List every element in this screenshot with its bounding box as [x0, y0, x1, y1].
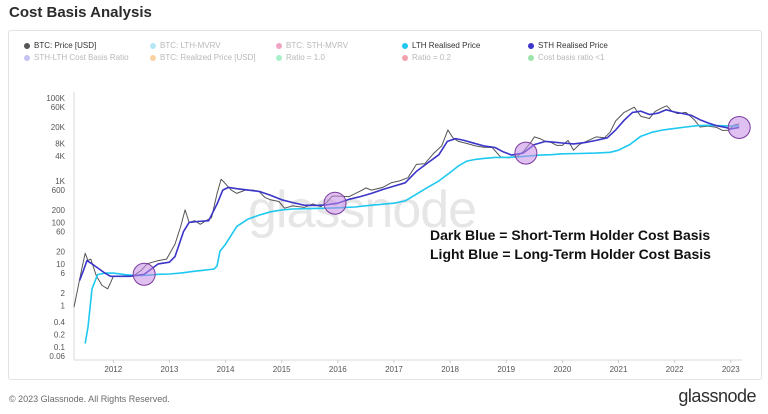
sth-realised-price-line [78, 109, 740, 281]
legend-label: STH-LTH Cost Basis Ratio [34, 53, 129, 62]
y-tick-label: 600 [52, 186, 66, 195]
y-tick-label: 20K [51, 123, 66, 132]
x-tick-label: 2023 [722, 365, 740, 374]
legend-label: BTC: LTH-MVRV [160, 41, 221, 50]
legend-swatch-icon [528, 54, 534, 61]
y-tick-label: 6 [61, 269, 66, 278]
legend-label: BTC: Price [USD] [34, 41, 97, 50]
legend-label: Ratio = 0.2 [412, 53, 451, 62]
chart-panel [8, 30, 762, 380]
legend-swatch-icon [402, 54, 408, 61]
highlight-circle [514, 141, 538, 165]
legend-item[interactable]: Ratio = 0.2 [402, 53, 451, 62]
y-tick-label: 10 [56, 260, 65, 269]
legend-item[interactable]: BTC: Price [USD] [24, 41, 96, 50]
legend-swatch-icon [150, 54, 156, 61]
y-tick-label: 1 [61, 301, 66, 310]
y-tick-label: 60K [51, 103, 66, 112]
legend-swatch-icon [276, 42, 282, 49]
y-tick-label: 1K [55, 177, 65, 186]
y-tick-label: 8K [55, 139, 65, 148]
lth-realised-price-line [84, 124, 740, 344]
copyright-text: © 2023 Glassnode. All Rights Reserved. [9, 394, 170, 404]
legend-label: BTC: STH-MVRV [286, 41, 349, 50]
legend-swatch-icon [528, 42, 534, 49]
y-tick-label: 60 [56, 228, 65, 237]
y-tick-label: 200 [52, 206, 66, 215]
x-tick-label: 2017 [385, 365, 403, 374]
x-tick-label: 2012 [104, 365, 122, 374]
legend-swatch-icon [276, 54, 282, 61]
legend-swatch-icon [402, 42, 408, 49]
legend-item[interactable]: BTC: STH-MVRV [276, 41, 348, 50]
legend-item[interactable]: STH-LTH Cost Basis Ratio [24, 53, 129, 62]
annotation-line-1: Dark Blue = Short-Term Holder Cost Basis [430, 227, 711, 243]
legend-swatch-icon [24, 54, 30, 61]
x-tick-label: 2021 [610, 365, 628, 374]
x-tick-label: 2015 [273, 365, 291, 374]
x-tick-label: 2014 [217, 365, 235, 374]
y-tick-label: 0.06 [49, 352, 65, 361]
annotation-line-2: Light Blue = Long-Term Holder Cost Basis [430, 246, 711, 262]
legend-label: Ratio = 1.0 [286, 53, 325, 62]
x-tick-label: 2020 [553, 365, 571, 374]
legend-item[interactable]: STH Realised Price [528, 41, 608, 50]
brand-logo[interactable]: glassnode [678, 386, 756, 406]
legend-item[interactable]: Cost basis ratio <1 [528, 53, 604, 62]
legend-item[interactable]: BTC: Realized Price [USD] [150, 53, 256, 62]
x-tick-label: 2013 [161, 365, 179, 374]
highlight-circle [323, 191, 347, 215]
y-tick-label: 2 [61, 289, 66, 298]
legend-item[interactable]: BTC: LTH-MVRV [150, 41, 221, 50]
y-tick-label: 20 [56, 247, 65, 256]
y-tick-label: 4K [55, 152, 65, 161]
x-tick-label: 2018 [441, 365, 459, 374]
legend-swatch-icon [24, 42, 30, 49]
y-tick-label: 0.1 [54, 343, 66, 352]
y-tick-label: 100 [52, 218, 66, 227]
legend-swatch-icon [150, 42, 156, 49]
y-tick-label: 0.2 [54, 330, 66, 339]
y-tick-label: 100K [46, 94, 65, 103]
legend-item[interactable]: LTH Realised Price [402, 41, 480, 50]
page-title: Cost Basis Analysis [9, 4, 152, 21]
highlight-circle [727, 115, 751, 139]
x-tick-label: 2022 [666, 365, 684, 374]
highlight-circle [132, 262, 156, 286]
legend-label: Cost basis ratio <1 [538, 53, 605, 62]
legend-label: STH Realised Price [538, 41, 608, 50]
legend-label: BTC: Realized Price [USD] [160, 53, 256, 62]
x-tick-label: 2016 [329, 365, 347, 374]
legend-item[interactable]: Ratio = 1.0 [276, 53, 325, 62]
y-tick-label: 0.4 [54, 318, 66, 327]
legend-label: LTH Realised Price [412, 41, 481, 50]
btc-price-line [73, 105, 740, 308]
x-tick-label: 2019 [497, 365, 515, 374]
